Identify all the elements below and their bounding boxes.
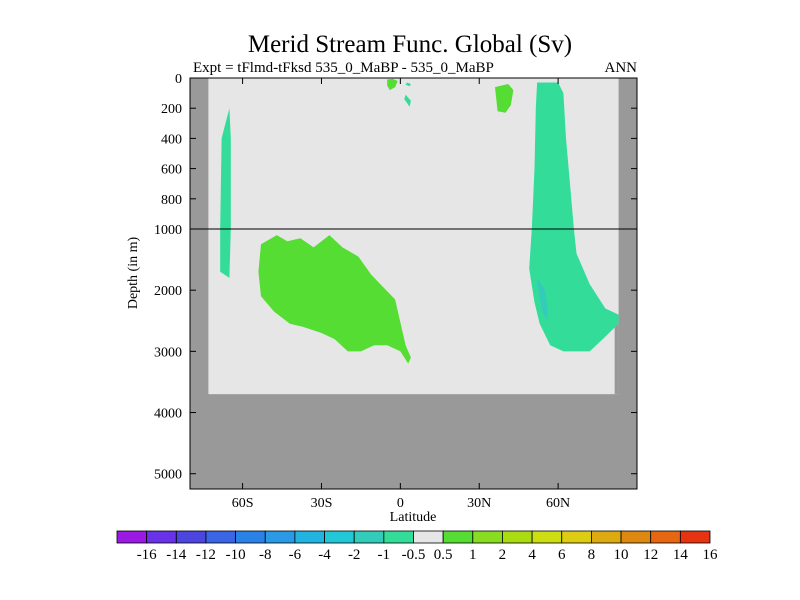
colorbar-label: -12 — [196, 547, 216, 563]
colorbar-label: -8 — [259, 547, 272, 563]
y-tick-label: 800 — [161, 193, 182, 208]
colorbar-swatch — [116, 530, 148, 544]
colorbar-swatch — [502, 530, 533, 544]
plot-area: 60S 30S 0 30N 60N 0 200 400 600 800 1000 2000 3000 4… — [154, 72, 638, 511]
y-tick-label: 600 — [161, 163, 182, 178]
chart-subtitle: Expt = tFlmd-tFksd 535_0_MaBP - 535_0_Ma… — [193, 60, 494, 76]
colorbar-label: 1 — [469, 547, 477, 563]
contour-equatorial-blob-east — [404, 94, 411, 107]
contour-southern-ocean-cell — [220, 108, 231, 278]
colorbar-label: 14 — [673, 547, 689, 563]
x-tick-label: 60S — [232, 496, 254, 511]
northern-land-step — [614, 314, 619, 395]
colorbar-label: 4 — [528, 547, 536, 563]
y-tick-label: 5000 — [154, 468, 182, 483]
colorbar-label: -2 — [348, 547, 361, 563]
x-tick-label: 30S — [311, 496, 333, 511]
colorbar-label: 6 — [558, 547, 566, 563]
x-tick-label: 0 — [397, 496, 404, 511]
colorbar-swatch — [235, 530, 266, 544]
colorbar-label: 2 — [499, 547, 507, 563]
colorbar-swatch — [294, 530, 325, 544]
contour-amoc-cell — [529, 82, 619, 352]
y-tick-label: 400 — [161, 132, 182, 147]
colorbar-swatch — [650, 530, 681, 544]
colorbar-label: -10 — [226, 547, 246, 563]
plot-frame — [189, 77, 638, 490]
colorbar-swatch — [472, 530, 503, 544]
x-axis-ticks: 60S 30S 0 30N 60N — [232, 78, 570, 511]
x-tick-label: 60N — [546, 496, 570, 511]
contour-subpolar-north-blob — [495, 84, 514, 113]
season-label: ANN — [605, 60, 638, 76]
contour-southern-deep-cell — [258, 235, 411, 364]
y-tick-label: 2000 — [154, 284, 182, 299]
colorbar-swatch — [175, 530, 207, 544]
colorbar-label: -1 — [378, 547, 391, 563]
colorbar-swatch — [264, 530, 296, 544]
colorbar-label: 8 — [588, 547, 596, 563]
colorbar-label: 12 — [643, 547, 658, 563]
contour-amoc-core — [537, 277, 548, 321]
y-tick-label: 0 — [175, 72, 182, 87]
y-tick-label: 1000 — [154, 223, 182, 238]
y-axis-ticks: 0 200 400 600 800 1000 2000 3000 4000 5000 — [154, 72, 637, 483]
y-tick-label: 4000 — [154, 407, 182, 422]
colorbar-swatch — [413, 530, 444, 544]
colorbar-label: -14 — [166, 547, 186, 563]
colorbar-swatch — [205, 530, 236, 544]
contour-equatorial-blob-west — [387, 78, 398, 91]
y-axis-label: Depth (in m) — [126, 237, 141, 310]
y-tick-label: 3000 — [154, 345, 182, 360]
colorbar-swatch — [383, 530, 414, 544]
colorbar-label: 0.5 — [434, 547, 453, 563]
colorbar-swatch — [531, 530, 563, 544]
colorbar-swatch — [620, 530, 652, 544]
contour-regions — [220, 78, 619, 364]
colorbar-swatch — [146, 530, 177, 544]
x-tick-label: 30N — [467, 496, 491, 511]
chart-title: Merid Stream Func. Global (Sv) — [248, 31, 572, 58]
y-tick-label: 200 — [161, 102, 182, 117]
colorbar-label: 16 — [703, 547, 719, 563]
colorbar-swatch — [442, 530, 474, 544]
colorbar-swatch — [561, 530, 592, 544]
colorbar-swatch — [591, 530, 622, 544]
colorbar-swatch — [679, 530, 711, 544]
x-axis-label: Latitude — [390, 510, 437, 525]
colorbar-swatch — [353, 530, 385, 544]
contour-equatorial-blob-tiny — [405, 82, 411, 87]
colorbar-label: -4 — [318, 547, 331, 563]
colorbar-swatch — [324, 530, 355, 544]
colorbar-label: -0.5 — [402, 547, 426, 563]
colorbar-label: -6 — [289, 547, 302, 563]
colorbar: -16 -14 -12 -10 -8 -6 -4 -2 -1 -0.5 0.5 1 2 4 6 8 10 12 14… — [116, 530, 719, 563]
colorbar-label: -16 — [137, 547, 157, 563]
colorbar-label: 10 — [614, 547, 629, 563]
